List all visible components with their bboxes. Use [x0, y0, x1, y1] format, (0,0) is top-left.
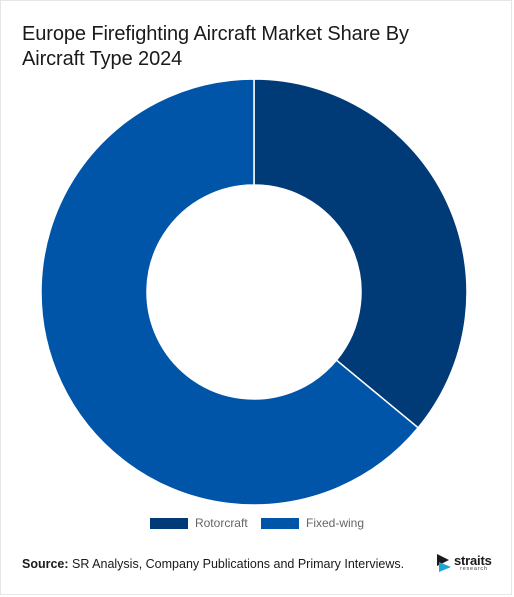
- source-text: SR Analysis, Company Publications and Pr…: [68, 557, 405, 571]
- logo-subtitle: research: [460, 565, 488, 572]
- logo-word: straits: [454, 552, 492, 568]
- legend-swatch-rotorcraft: [149, 517, 188, 529]
- chart-legend: Rotorcraft Fixed-wing: [0, 516, 514, 532]
- straits-research-logo: straits research: [437, 553, 492, 573]
- source-label: Source:: [22, 557, 69, 571]
- straits-logo-icon: [437, 554, 451, 572]
- legend-item-rotorcraft[interactable]: Rotorcraft: [149, 516, 248, 530]
- slice-fixed-wing[interactable]: [40, 78, 420, 506]
- legend-label-fixed-wing: Fixed-wing: [306, 516, 365, 530]
- legend-swatch-fixed-wing: [261, 517, 299, 529]
- legend-label-rotorcraft: Rotorcraft: [194, 516, 248, 530]
- logo-text: straits research: [454, 554, 492, 573]
- chart-title: Europe Firefighting Aircraft Market Shar…: [22, 23, 409, 70]
- slice-rotorcraft[interactable]: [253, 78, 468, 429]
- donut-slices: [40, 78, 468, 506]
- legend-item-fixed-wing[interactable]: Fixed-wing: [261, 516, 364, 530]
- source-note: Source: SR Analysis, Company Publication…: [22, 557, 404, 571]
